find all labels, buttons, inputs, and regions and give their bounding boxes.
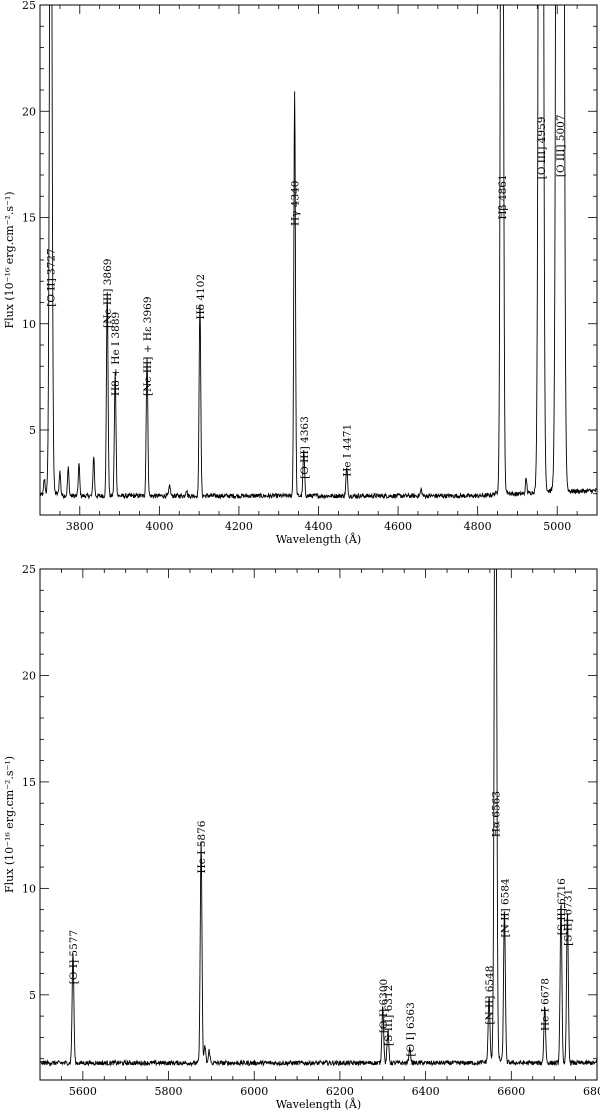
emission-line-label: [O I] 6363 <box>405 1002 417 1056</box>
y-tick-label: 10 <box>22 882 36 895</box>
plot-frame <box>39 4 598 516</box>
x-tick-label: 5600 <box>69 1085 97 1098</box>
emission-line-label: H8 + He I 3889 <box>110 312 122 396</box>
y-axis-label: Flux (10⁻¹⁶ erg.cm⁻².s⁻¹) <box>3 191 16 328</box>
emission-line-label: [O II] 3727 <box>46 248 58 307</box>
emission-line-label: [S II] 6716 <box>556 878 568 935</box>
y-tick-label: 15 <box>22 212 36 225</box>
x-tick-label: 5800 <box>155 1085 183 1098</box>
x-tick-label: 6800 <box>583 1085 600 1098</box>
y-tick-label: 15 <box>22 776 36 789</box>
x-tick-label: 6200 <box>326 1085 354 1098</box>
x-tick-label: 4400 <box>305 520 333 533</box>
y-axis-label: Flux (10⁻¹⁶ erg.cm⁻².s⁻¹) <box>3 756 16 893</box>
emission-line-label: [Ne III] 3869 <box>102 259 114 328</box>
spectrum-series-line <box>40 5 597 500</box>
y-tick-label: 20 <box>22 669 36 682</box>
y-tick-label: 5 <box>29 424 36 437</box>
emission-line-label: [S II] 6731 <box>562 889 574 946</box>
emission-line-label: [N II] 6548 <box>484 966 496 1025</box>
emission-line-label: [Ne III] + Hε 3969 <box>142 296 154 396</box>
x-tick-label: 6000 <box>240 1085 268 1098</box>
emission-line-label: Hγ 4340 <box>290 181 302 227</box>
x-tick-label: 3800 <box>66 520 94 533</box>
emission-line-label: [O III] 4959 <box>536 117 548 180</box>
emission-line-label: [S III] 6312 <box>383 985 395 1046</box>
emission-line-label: [O III] 5007 <box>555 114 567 177</box>
emission-line-label: He I 4471 <box>342 424 354 477</box>
plot-frame <box>39 568 598 1081</box>
x-tick-label: 6400 <box>412 1085 440 1098</box>
emission-line-label: He I 6678 <box>540 978 552 1031</box>
y-tick-label: 5 <box>29 989 36 1002</box>
emission-line-label: [O III] 4363 <box>299 416 311 479</box>
x-tick-label: 4200 <box>225 520 253 533</box>
emission-line-label: Hδ 4102 <box>195 274 207 320</box>
x-tick-label: 4800 <box>464 520 492 533</box>
emission-line-label: He I 5876 <box>196 820 208 873</box>
x-tick-label: 6600 <box>497 1085 525 1098</box>
emission-line-label: [O I] 6300 <box>378 979 390 1033</box>
x-axis-label: Wavelength (Å) <box>276 1097 361 1110</box>
y-tick-label: 20 <box>22 105 36 118</box>
x-tick-label: 4000 <box>145 520 173 533</box>
emission-line-label: [O I] 5577 <box>68 930 80 984</box>
emission-line-label: Hβ 4861 <box>497 174 509 219</box>
x-axis-label: Wavelength (Å) <box>276 532 361 546</box>
emission-line-label: [N II] 6584 <box>499 878 511 937</box>
spectrum-panel-1: 3800 4000 4200 4400 4600 4800 5000 5 10 15 20 25 Wav… <box>3 0 598 546</box>
spectrum-panel-2: 5600 5800 6000 6200 6400 6600 6800 5 10 15 20 25 Wav… <box>3 563 600 1110</box>
y-tick-label: 25 <box>22 563 36 576</box>
spectrum-series-line <box>40 569 597 1068</box>
emission-line-label: Hα 6563 <box>490 791 502 837</box>
y-tick-label: 25 <box>22 0 36 12</box>
x-tick-label: 5000 <box>543 520 571 533</box>
y-tick-label: 10 <box>22 318 36 331</box>
x-tick-label: 4600 <box>384 520 412 533</box>
